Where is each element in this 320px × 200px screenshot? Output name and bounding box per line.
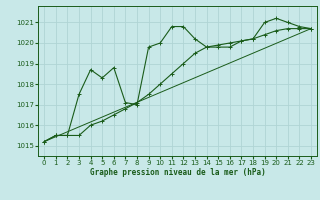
X-axis label: Graphe pression niveau de la mer (hPa): Graphe pression niveau de la mer (hPa) <box>90 168 266 177</box>
